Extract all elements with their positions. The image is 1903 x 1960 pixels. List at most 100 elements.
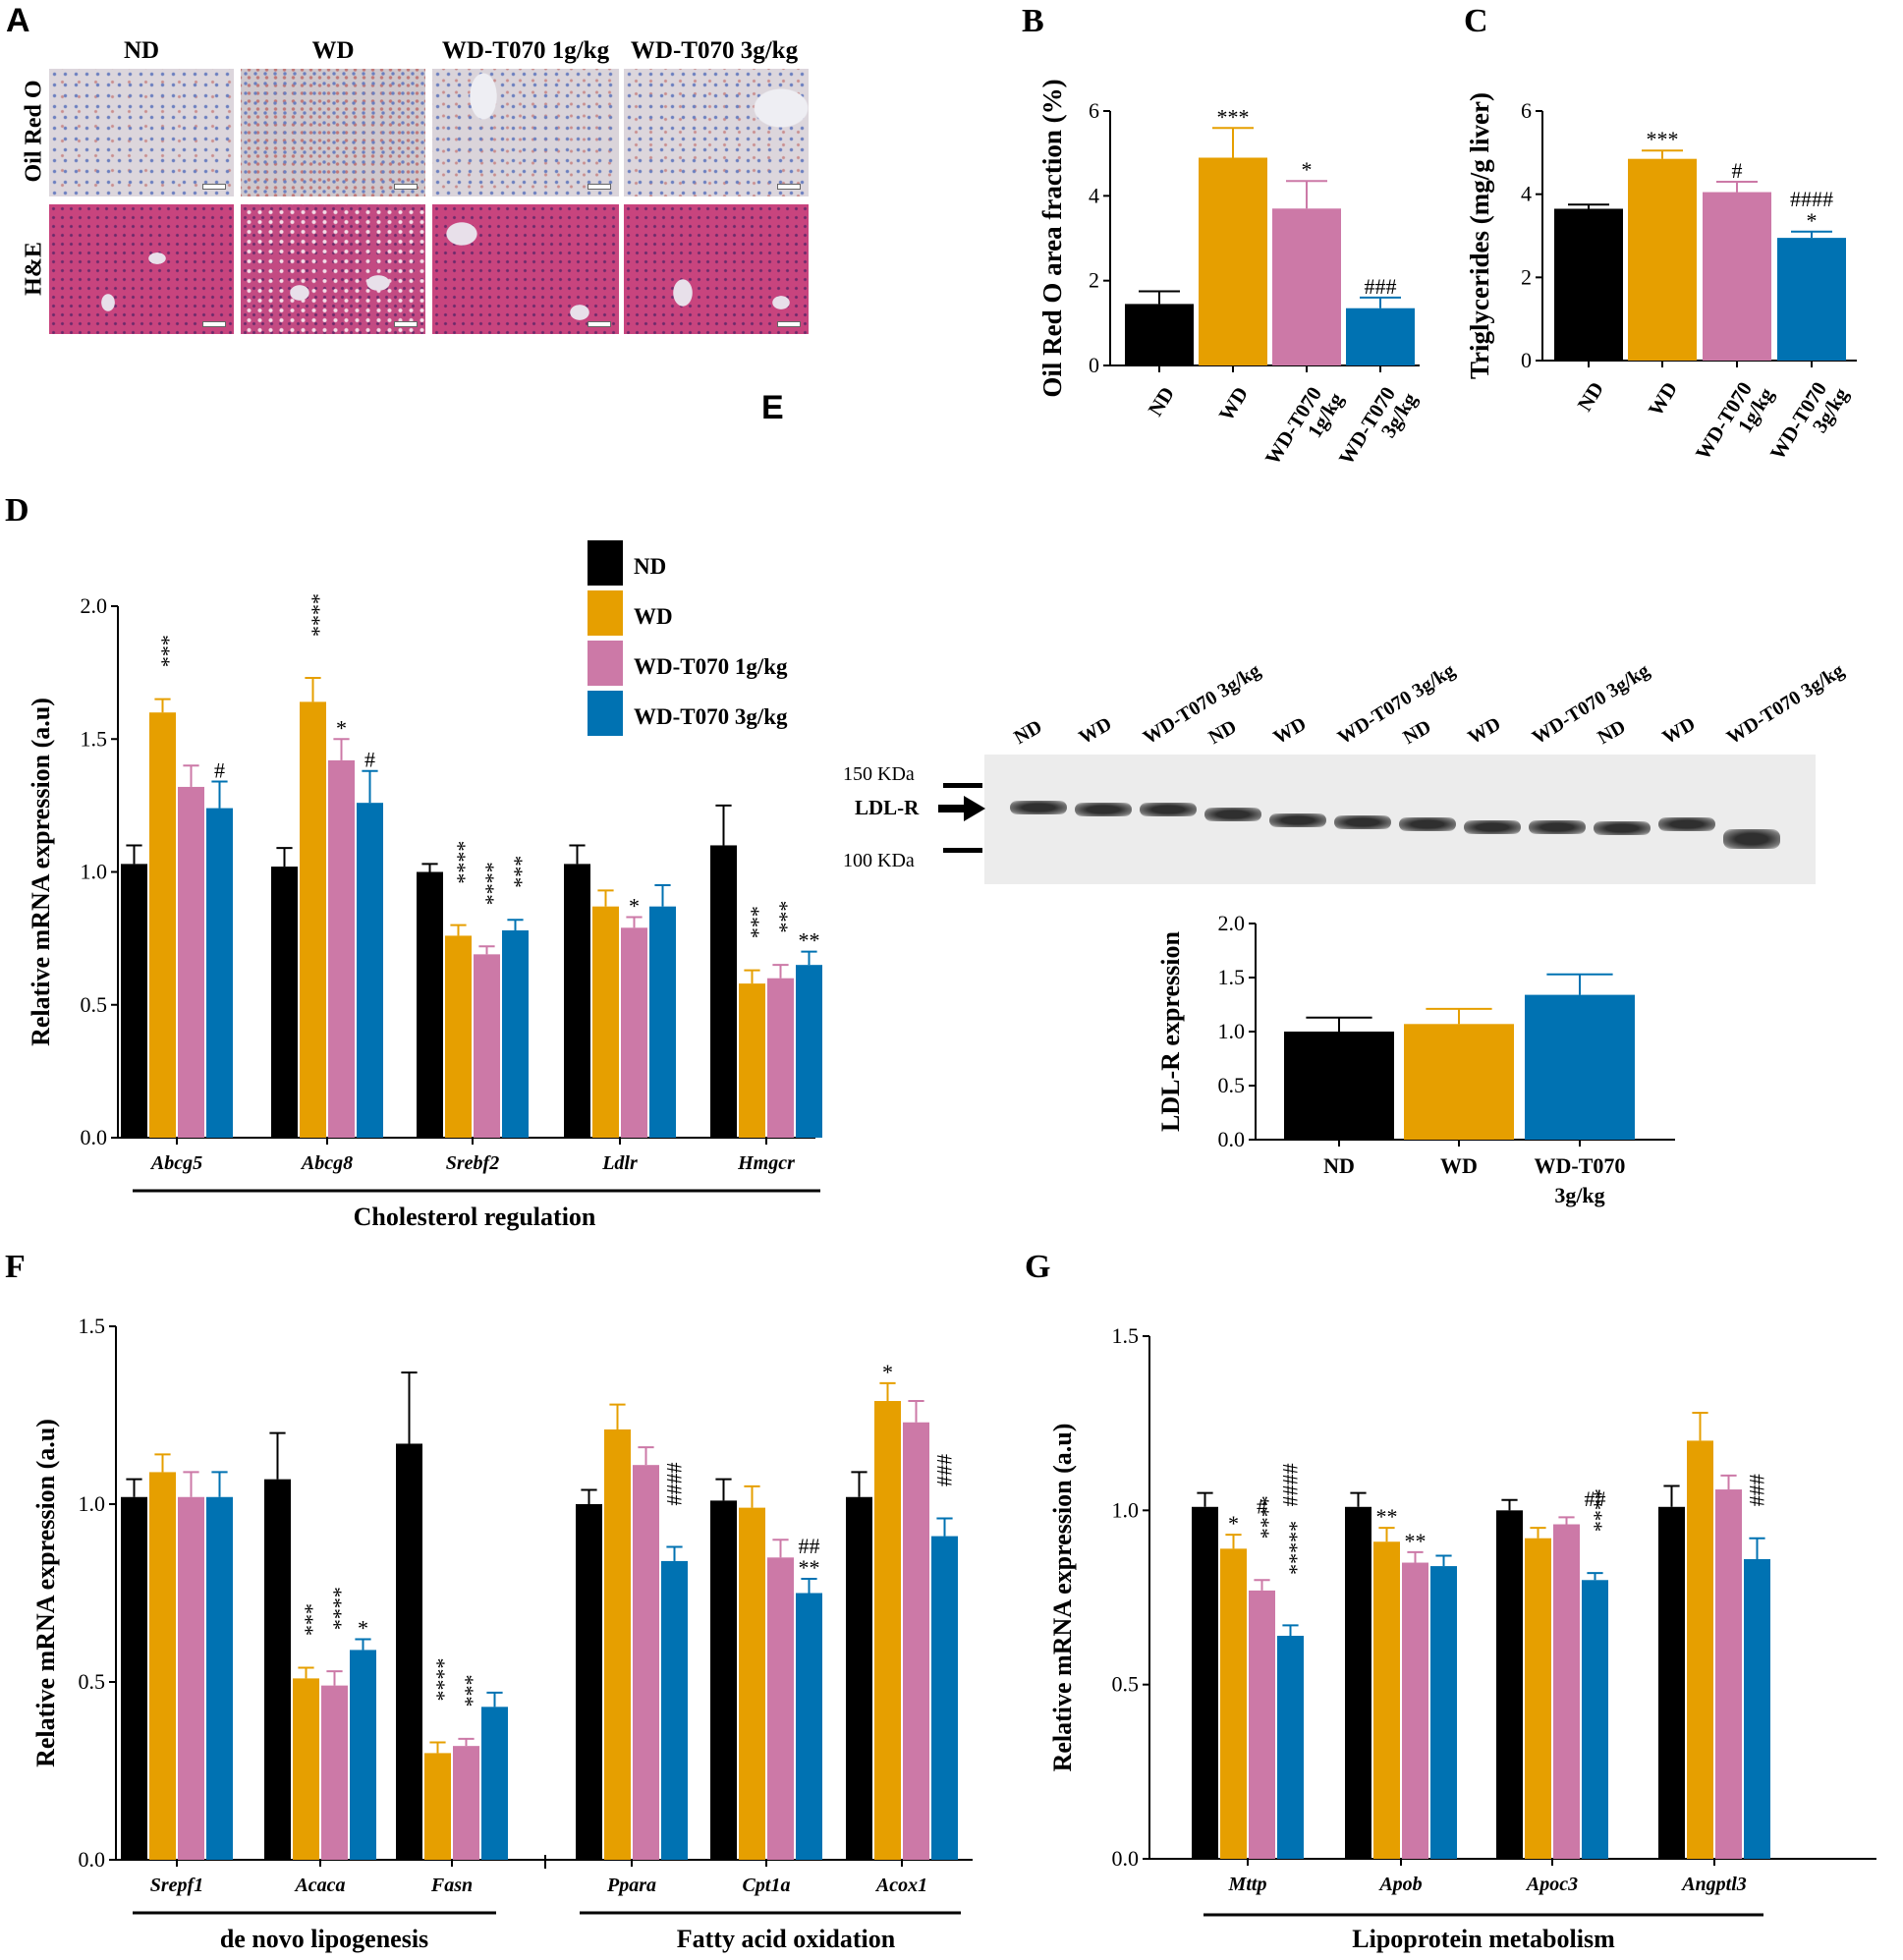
- blot-lane-label-8: WD: [1464, 712, 1505, 750]
- scale-bar: [777, 184, 801, 190]
- significance-mark: #: [364, 748, 375, 772]
- micrograph-column-nd: ND: [123, 37, 160, 64]
- legend-swatch-nd: [588, 540, 623, 586]
- bar-angptl3-wd-t070-3g-kg: [1744, 1558, 1770, 1859]
- bar-wd-t070-3g-kg: [1525, 994, 1635, 1140]
- blot-band-5: [1269, 813, 1326, 827]
- bar-acox1-nd: [846, 1496, 872, 1860]
- panel-letter: C: [1464, 3, 1488, 39]
- bar-abcg8-wd: [300, 701, 326, 1138]
- scale-bar: [394, 184, 418, 190]
- blot-lane-label-2: WD: [1075, 712, 1116, 750]
- blot-band-12: [1723, 829, 1780, 849]
- bar-apob-wd-t070-3g-kg: [1430, 1566, 1457, 1859]
- y-axis-title: Oil Red O area fraction (%): [1037, 79, 1067, 397]
- chart-oil-red-o: 0 2 4 6 Oil Red O area fraction (%) B ND *** WD *…: [1022, 3, 1422, 469]
- scale-bar: [394, 321, 418, 327]
- significance-mark: *: [1807, 208, 1818, 233]
- bar-acaca-wd-t070-1g-kg: [321, 1685, 348, 1860]
- significance-mark: *****: [1278, 1521, 1303, 1575]
- bar-hmgcr-wd-t070-3g-kg: [796, 965, 822, 1138]
- x-tick-label-srepf1: Srepf1: [150, 1875, 203, 1896]
- bar-ppara-wd: [604, 1428, 631, 1860]
- significance-mark: ###: [1365, 274, 1397, 299]
- bar-fasn-wd: [424, 1753, 451, 1860]
- bar-wd: [1628, 158, 1697, 361]
- significance-mark: *: [1302, 157, 1313, 182]
- scale-bar: [588, 184, 611, 190]
- legend-swatch-wd: [588, 590, 623, 636]
- x-tick-label-cpt1a: Cpt1a: [743, 1875, 791, 1896]
- blot-band-10: [1594, 821, 1651, 835]
- significance-mark: ###: [1745, 1474, 1769, 1506]
- significance-mark: ####: [1790, 187, 1833, 211]
- y-tick-label: 1.0: [81, 860, 108, 884]
- bar-cpt1a-wd-t070-1g-kg: [767, 1557, 794, 1860]
- significance-mark: ##: [799, 1534, 820, 1558]
- scale-bar: [202, 184, 226, 190]
- significance-mark: ###: [932, 1454, 957, 1486]
- y-tick-label: 1.5: [79, 1314, 106, 1338]
- bar-cpt1a-nd: [710, 1500, 737, 1860]
- x-tick-label-nd: ND: [1573, 377, 1608, 415]
- significance-mark: *: [336, 715, 347, 740]
- x-tick-label-ldlr: Ldlr: [601, 1152, 638, 1174]
- y-tick-label: 2: [1521, 264, 1532, 289]
- significance-mark: #: [214, 758, 225, 783]
- significance-mark: ####: [1278, 1463, 1303, 1506]
- micrograph-column-wd-t070-1g: WD-T070 1g/kg: [441, 37, 610, 64]
- blot-band-2: [1075, 803, 1132, 816]
- x-tick-label-srebf2: Srebf2: [446, 1152, 499, 1174]
- legend-label-wd-t070-3g-kg: WD-T070 3g/kg: [634, 704, 788, 729]
- group-label-fatty-acid-oxidation: Fatty acid oxidation: [677, 1925, 896, 1953]
- significance-mark: ****: [446, 841, 471, 884]
- y-tick-label: 0.5: [1112, 1672, 1140, 1697]
- bar-abcg8-wd-t070-3g-kg: [357, 803, 383, 1138]
- x-tick-label-apob: Apob: [1377, 1874, 1422, 1895]
- bar-abcg8-nd: [271, 867, 298, 1138]
- blot-band-4: [1204, 808, 1261, 821]
- x-tick-label-abcg5: Abcg5: [149, 1152, 202, 1174]
- bar-ldlr-wd: [592, 906, 619, 1138]
- blot-band-8: [1464, 820, 1521, 834]
- y-tick-label: 1.0: [1112, 1497, 1140, 1522]
- blot-lane-label-4: ND: [1204, 715, 1241, 750]
- marker-tick-150: [943, 783, 982, 788]
- blot-lane-label-12: WD-T070 3g/kg: [1722, 659, 1848, 750]
- bar-fasn-nd: [396, 1443, 422, 1860]
- bar-angptl3-nd: [1658, 1506, 1685, 1859]
- x-tick-label-wd: WD: [1440, 1153, 1478, 1178]
- significance-mark: ***: [740, 906, 764, 938]
- significance-mark: ***: [1217, 104, 1250, 129]
- oil-red-o-micrograph-wd-t070-1g: [432, 69, 619, 196]
- bar-acox1-wd: [874, 1401, 901, 1860]
- x-tick-label-angptl3: Angptl3: [1680, 1874, 1747, 1895]
- significance-mark: **: [799, 928, 820, 953]
- significance-mark: **: [1376, 1504, 1398, 1529]
- x-tick-label-wd-t070-3g-kg: WD-T070: [1535, 1153, 1626, 1178]
- bar-wd-t070-3g-kg: [1346, 308, 1415, 365]
- blot-lane-label-9: WD-T070 3g/kg: [1528, 659, 1653, 750]
- micrograph-row-oil-red-o: Oil Red O: [21, 80, 47, 183]
- micrograph-row-he: H&E: [21, 242, 47, 296]
- blot-lane-label-10: ND: [1594, 715, 1630, 750]
- bar-srebf2-wd-t070-1g-kg: [474, 954, 500, 1138]
- y-tick-label: 2.0: [1218, 911, 1246, 935]
- x-tick-label-fasn: Fasn: [430, 1875, 473, 1896]
- x-tick-label-wd: WD: [1214, 382, 1254, 424]
- bar-srebf2-wd-t070-3g-kg: [502, 930, 529, 1138]
- panel-letter: B: [1022, 3, 1044, 39]
- legend-label-nd: ND: [634, 554, 666, 579]
- blot-lane-label-7: ND: [1399, 715, 1435, 750]
- significance-mark: ##: [1585, 1486, 1606, 1511]
- x-tick-label-wd: WD: [1644, 377, 1683, 420]
- bar-nd: [1554, 208, 1623, 361]
- bar-srepf1-nd: [121, 1496, 147, 1860]
- x-tick-label-hmgcr: Hmgcr: [737, 1152, 795, 1174]
- significance-mark: *: [629, 893, 640, 918]
- y-tick-label: 0.0: [1112, 1846, 1140, 1871]
- blot-band-11: [1658, 817, 1715, 831]
- y-tick-label: 2.0: [81, 593, 108, 618]
- y-tick-label: 1.5: [1218, 965, 1246, 989]
